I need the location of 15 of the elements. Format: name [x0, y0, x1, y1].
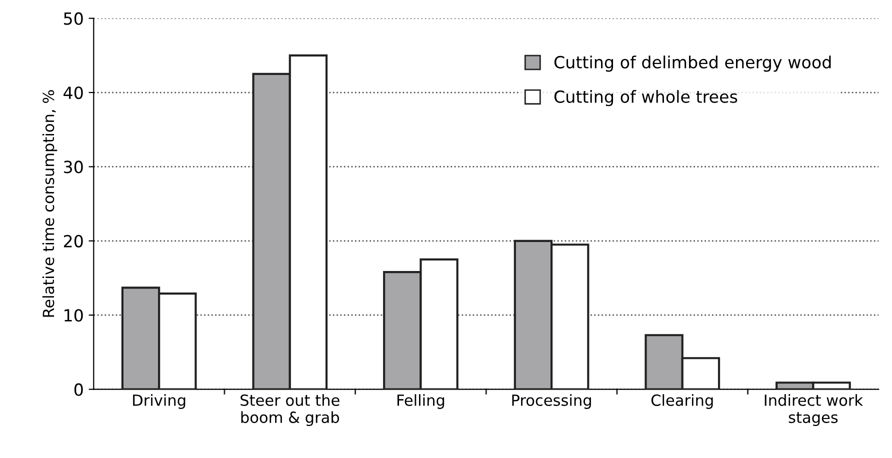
legend-label: Cutting of delimbed energy wood [554, 56, 831, 72]
y-tick-label: 0 [74, 383, 83, 396]
x-tick-label: Felling [397, 394, 444, 409]
x-tick-label: Clearing [651, 394, 713, 409]
x-tick-label: Processing [512, 394, 591, 409]
y-tick-label: 30 [64, 160, 83, 174]
y-tick-label: 50 [64, 12, 83, 25]
legend-label: Cutting of whole trees [554, 90, 738, 106]
x-tick-label: Driving [133, 394, 186, 409]
y-tick-label: 20 [64, 234, 83, 248]
y-tick-label: 10 [64, 309, 83, 322]
y-axis-title: Relative time consumption, % [42, 90, 58, 317]
x-tick-label: Indirect work stages [764, 394, 864, 426]
x-tick-label: Steer out the boom & grab [240, 394, 340, 426]
y-tick-label: 40 [64, 86, 83, 100]
